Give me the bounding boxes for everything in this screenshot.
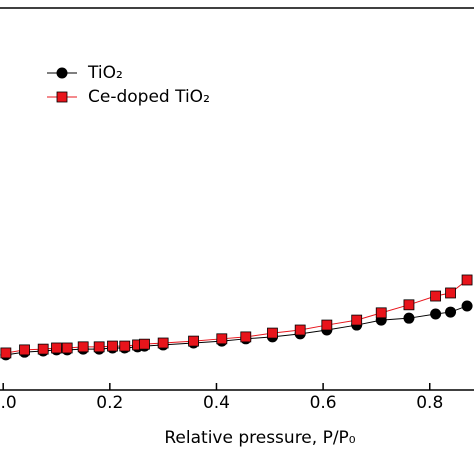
data-point <box>321 319 333 331</box>
data-point <box>461 274 473 286</box>
data-point <box>430 308 442 320</box>
data-point <box>445 287 456 299</box>
data-point <box>403 299 415 311</box>
data-point <box>19 344 30 356</box>
x-tick-label: 0.6 <box>310 393 337 413</box>
data-point <box>403 312 415 324</box>
legend-label: Ce-doped TiO₂ <box>88 87 210 107</box>
data-point <box>375 307 387 319</box>
data-point <box>139 338 150 350</box>
series-line <box>5 279 468 354</box>
x-tick-label: 0.8 <box>416 393 443 413</box>
legend-marker <box>56 67 68 79</box>
data-point <box>157 337 169 349</box>
data-point <box>216 333 228 345</box>
data-point <box>267 327 278 339</box>
data-point <box>351 314 363 326</box>
data-point <box>51 342 62 354</box>
data-point <box>240 331 252 343</box>
data-point <box>430 290 442 302</box>
data-point <box>77 341 89 353</box>
data-point <box>119 340 131 352</box>
data-point <box>445 306 457 318</box>
legend-marker <box>56 91 68 103</box>
legend-label: TiO₂ <box>87 63 123 83</box>
data-point <box>107 340 118 352</box>
x-axis-label: Relative pressure, P/P₀ <box>164 428 355 448</box>
data-point <box>93 341 105 353</box>
data-point <box>61 342 73 354</box>
data-point <box>37 343 49 355</box>
x-tick-label: 0.0 <box>0 393 17 413</box>
data-point <box>0 347 12 359</box>
data-point <box>294 324 306 336</box>
data-point <box>461 300 473 312</box>
data-point <box>188 335 199 347</box>
x-tick-label: 0.4 <box>203 393 230 413</box>
x-tick-label: 0.2 <box>96 393 123 413</box>
